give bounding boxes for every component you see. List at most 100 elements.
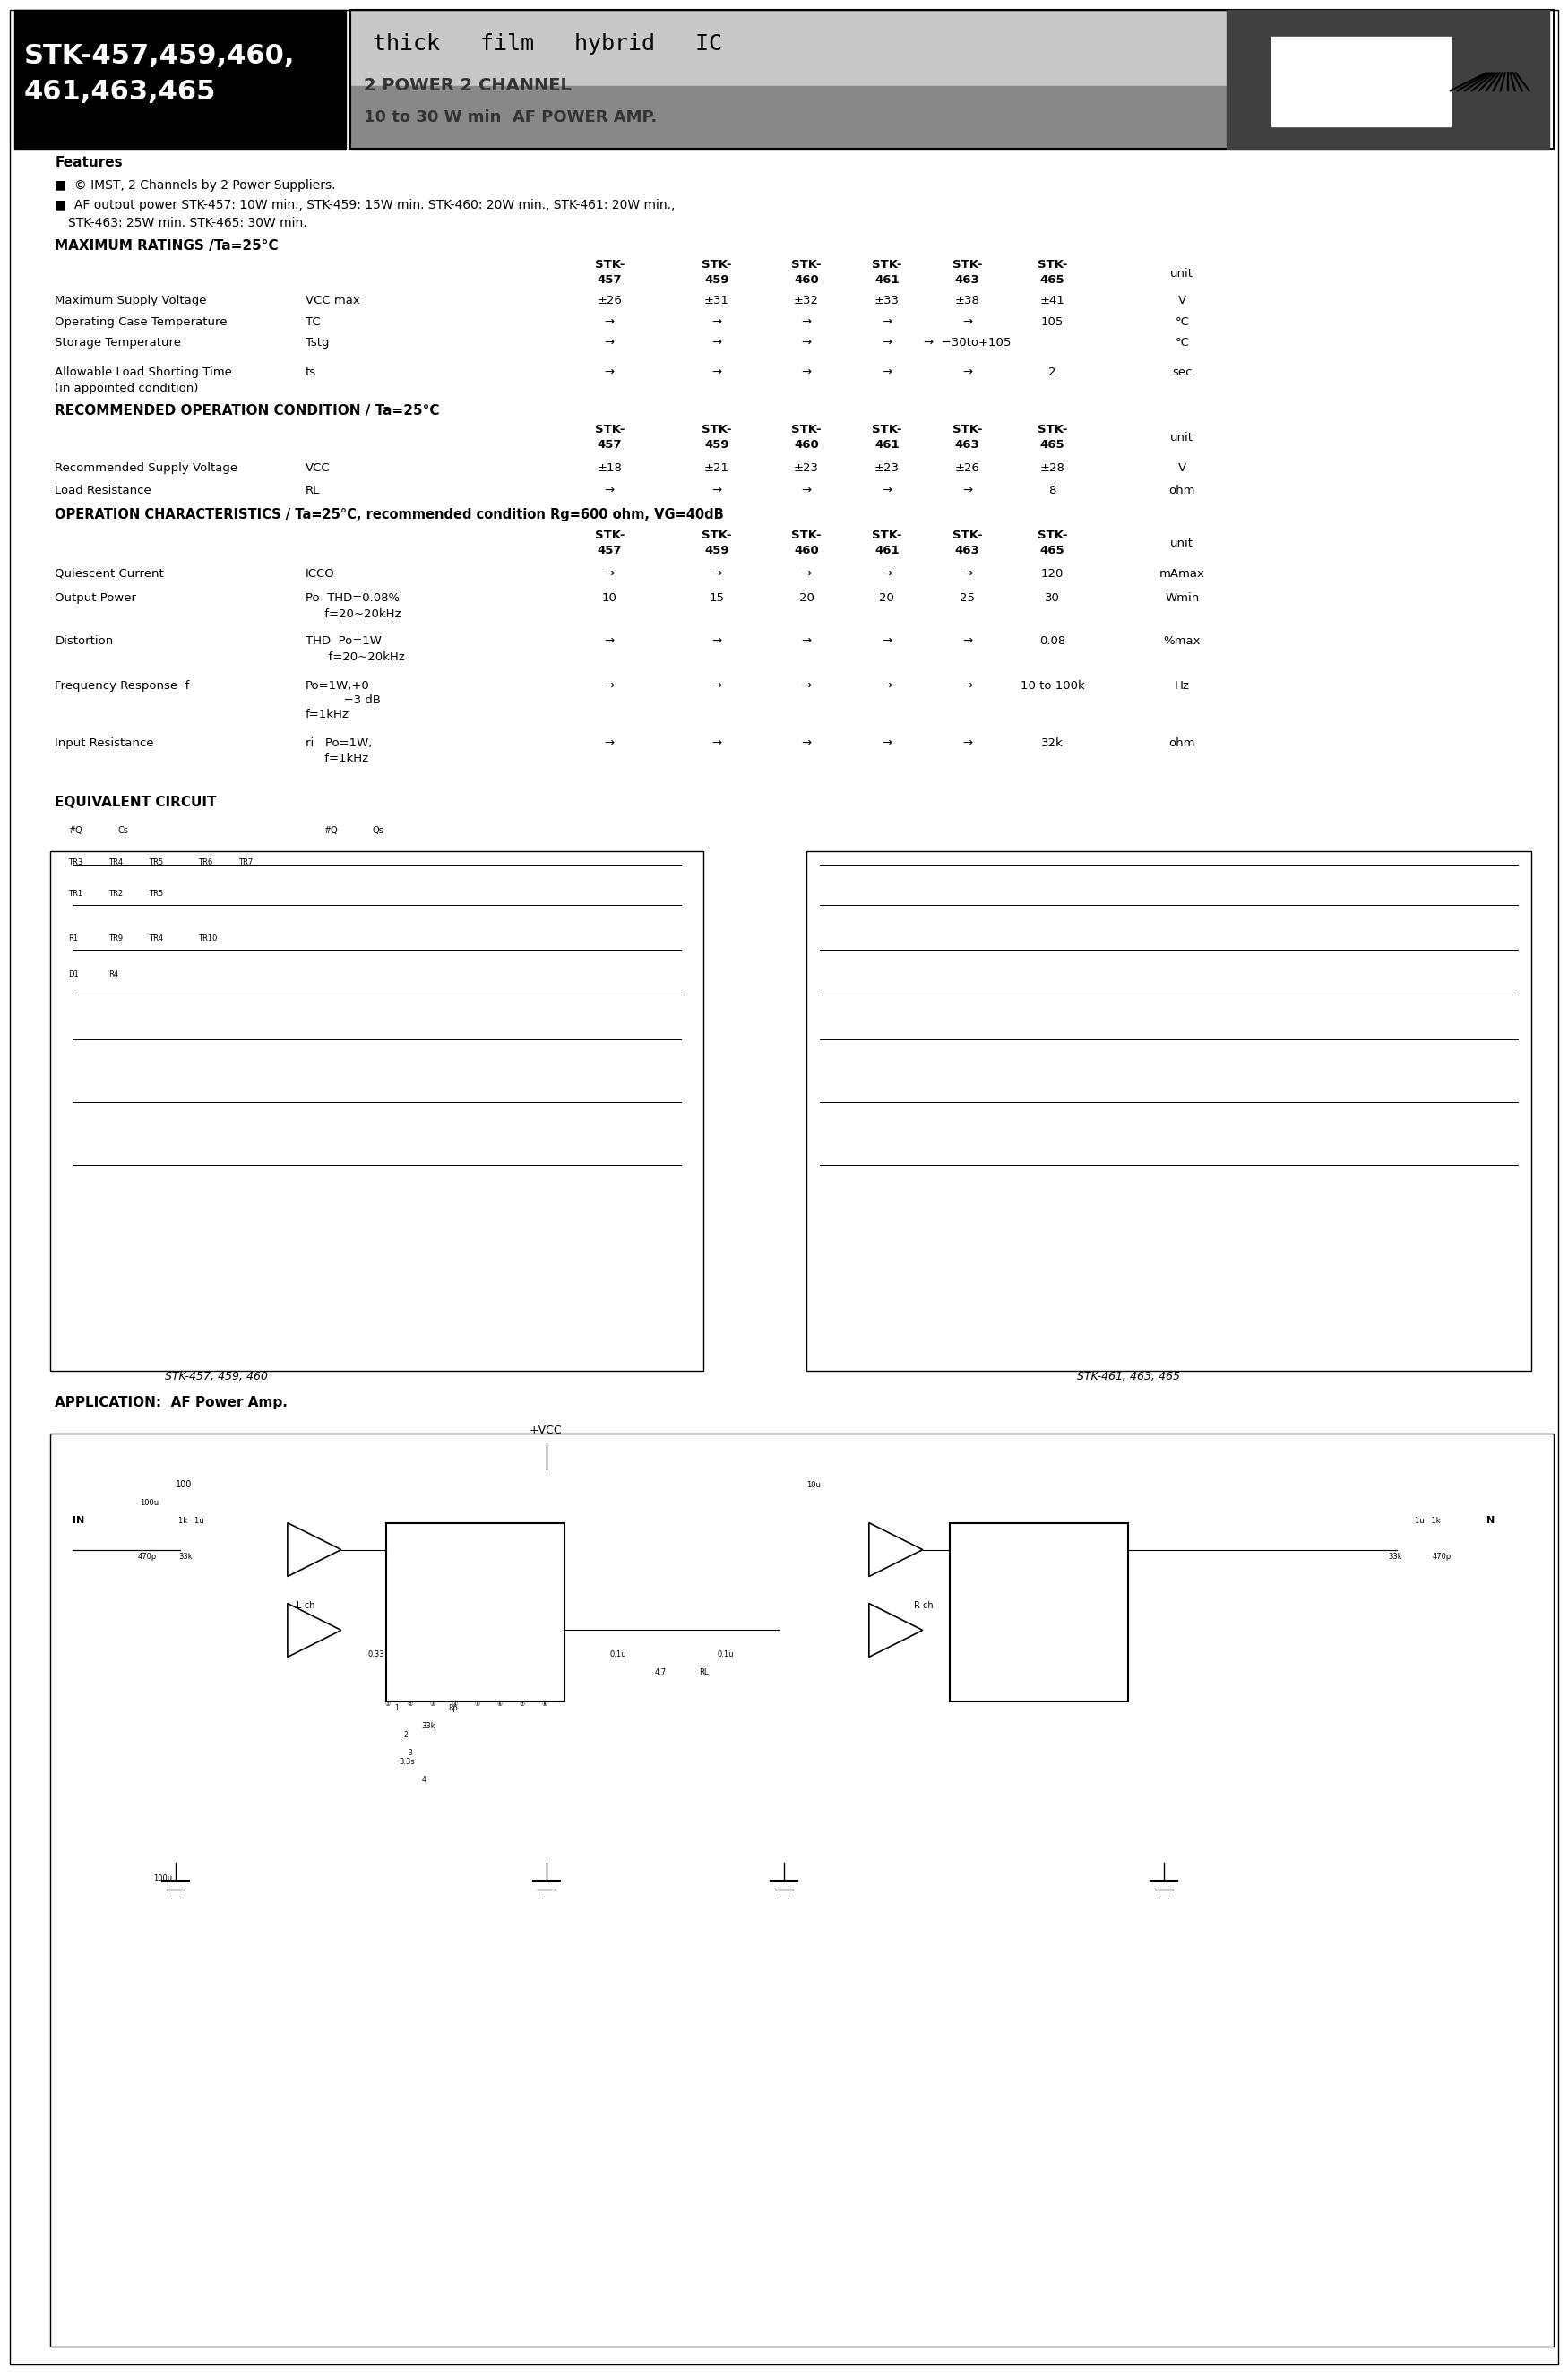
Text: ±23: ±23 [793,461,818,473]
Text: 4.7: 4.7 [654,1669,666,1676]
Text: ±32: ±32 [793,295,818,307]
Text: OPERATION CHARACTERISTICS / Ta=25°C, recommended condition Rg=600 ohm, VG=40dB: OPERATION CHARACTERISTICS / Ta=25°C, rec… [55,509,724,521]
Text: 461: 461 [875,544,900,556]
Text: →: → [712,568,721,580]
Text: STK-457, 459, 460: STK-457, 459, 460 [165,1372,268,1383]
Text: TR1: TR1 [69,889,83,899]
Text: 3.3s: 3.3s [400,1759,416,1766]
Text: ±26: ±26 [597,295,622,307]
Text: →: → [963,568,972,580]
Text: 30: 30 [1044,592,1060,604]
Text: TC: TC [306,316,320,328]
Text: ±21: ±21 [704,461,729,473]
Text: 1: 1 [395,1704,400,1711]
Text: STK-: STK- [702,423,732,435]
Text: STK-: STK- [792,259,822,271]
Text: V: V [1178,295,1185,307]
Text: TR5: TR5 [149,889,163,899]
Text: Allowable Load Shorting Time: Allowable Load Shorting Time [55,366,232,378]
Text: Features: Features [55,157,122,169]
Bar [350,10,1554,150]
Text: Distortion: Distortion [55,635,113,647]
Text: →: → [963,316,972,328]
Text: 1u   1k: 1u 1k [1414,1517,1441,1524]
Text: TR7: TR7 [238,858,252,868]
Text: STK-457,459,460,: STK-457,459,460, [24,43,295,69]
Text: Cs: Cs [118,827,129,834]
Text: →: → [801,568,811,580]
Text: 461: 461 [875,440,900,452]
Text: 0.1u: 0.1u [717,1650,734,1659]
Text: Recommended Supply Voltage: Recommended Supply Voltage [55,461,238,473]
Text: 465: 465 [1040,440,1065,452]
Text: Wmin: Wmin [1165,592,1200,604]
Text: EQUIVALENT CIRCUIT: EQUIVALENT CIRCUIT [55,796,216,811]
Text: unit: unit [1170,433,1193,444]
Text: 463: 463 [955,273,980,285]
Text: 120: 120 [1041,568,1063,580]
Text: 33k: 33k [1388,1552,1402,1559]
Text: TR4: TR4 [108,858,122,868]
Text: 100u: 100u [140,1498,158,1507]
Text: →  −30to+105: → −30to+105 [924,338,1011,349]
Text: ⑤: ⑤ [475,1702,480,1707]
Text: →: → [712,366,721,378]
Text: 470p: 470p [138,1552,157,1559]
Text: 0.08: 0.08 [1040,635,1066,647]
Text: N: N [1486,1517,1494,1524]
Text: Load Resistance: Load Resistance [55,485,152,497]
Text: f=1kHz: f=1kHz [306,708,350,720]
Text: STK-: STK- [1038,259,1068,271]
Text: Input Resistance: Input Resistance [55,737,154,749]
Text: →: → [801,737,811,749]
Text: R-ch: R-ch [914,1600,933,1609]
Text: Hz: Hz [1174,680,1190,692]
Text: ⑧: ⑧ [541,1702,547,1707]
Text: ±26: ±26 [955,461,980,473]
Bar [1272,38,1450,126]
Text: 460: 460 [793,273,818,285]
Text: →: → [712,680,721,692]
Text: ■  © IMST, 2 Channels by 2 Power Suppliers.: ■ © IMST, 2 Channels by 2 Power Supplier… [55,178,336,193]
Text: STK-: STK- [952,259,983,271]
Text: ①: ① [384,1702,390,1707]
Text: STK-461, 463, 465: STK-461, 463, 465 [1077,1372,1181,1383]
Text: →: → [605,338,615,349]
Text: 10 to 100k: 10 to 100k [1021,680,1085,692]
Text: 15: 15 [709,592,724,604]
Text: →: → [712,316,721,328]
Text: #Q: #Q [69,827,83,834]
Text: R1: R1 [69,934,78,944]
Text: ±18: ±18 [597,461,622,473]
Text: 463: 463 [955,544,980,556]
Text: RL: RL [306,485,320,497]
Text: 4: 4 [422,1776,426,1785]
Text: STK-: STK- [952,530,983,542]
Text: →: → [963,366,972,378]
Text: TR4: TR4 [149,934,163,944]
Text: →: → [881,485,892,497]
Text: ±23: ±23 [875,461,900,473]
Text: 32k: 32k [1041,737,1063,749]
Text: →: → [605,485,615,497]
Text: Storage Temperature: Storage Temperature [55,338,182,349]
Text: 457: 457 [597,440,622,452]
Text: →: → [605,568,615,580]
Text: R4: R4 [108,970,119,979]
Text: STK-: STK- [594,530,624,542]
Text: 465: 465 [1040,273,1065,285]
Text: ICCO: ICCO [306,568,334,580]
Text: 460: 460 [793,544,818,556]
Text: mAmax: mAmax [1159,568,1204,580]
Text: 461: 461 [875,273,900,285]
Text: f=20~20kHz: f=20~20kHz [306,651,405,663]
Text: 461,463,465: 461,463,465 [24,78,216,105]
Text: →: → [712,635,721,647]
Text: TR6: TR6 [198,858,213,868]
Text: STK-: STK- [594,259,624,271]
Text: →: → [881,316,892,328]
Text: −3 dB: −3 dB [306,694,381,706]
Text: →: → [963,485,972,497]
Text: →: → [801,338,811,349]
Bar [350,86,1226,150]
